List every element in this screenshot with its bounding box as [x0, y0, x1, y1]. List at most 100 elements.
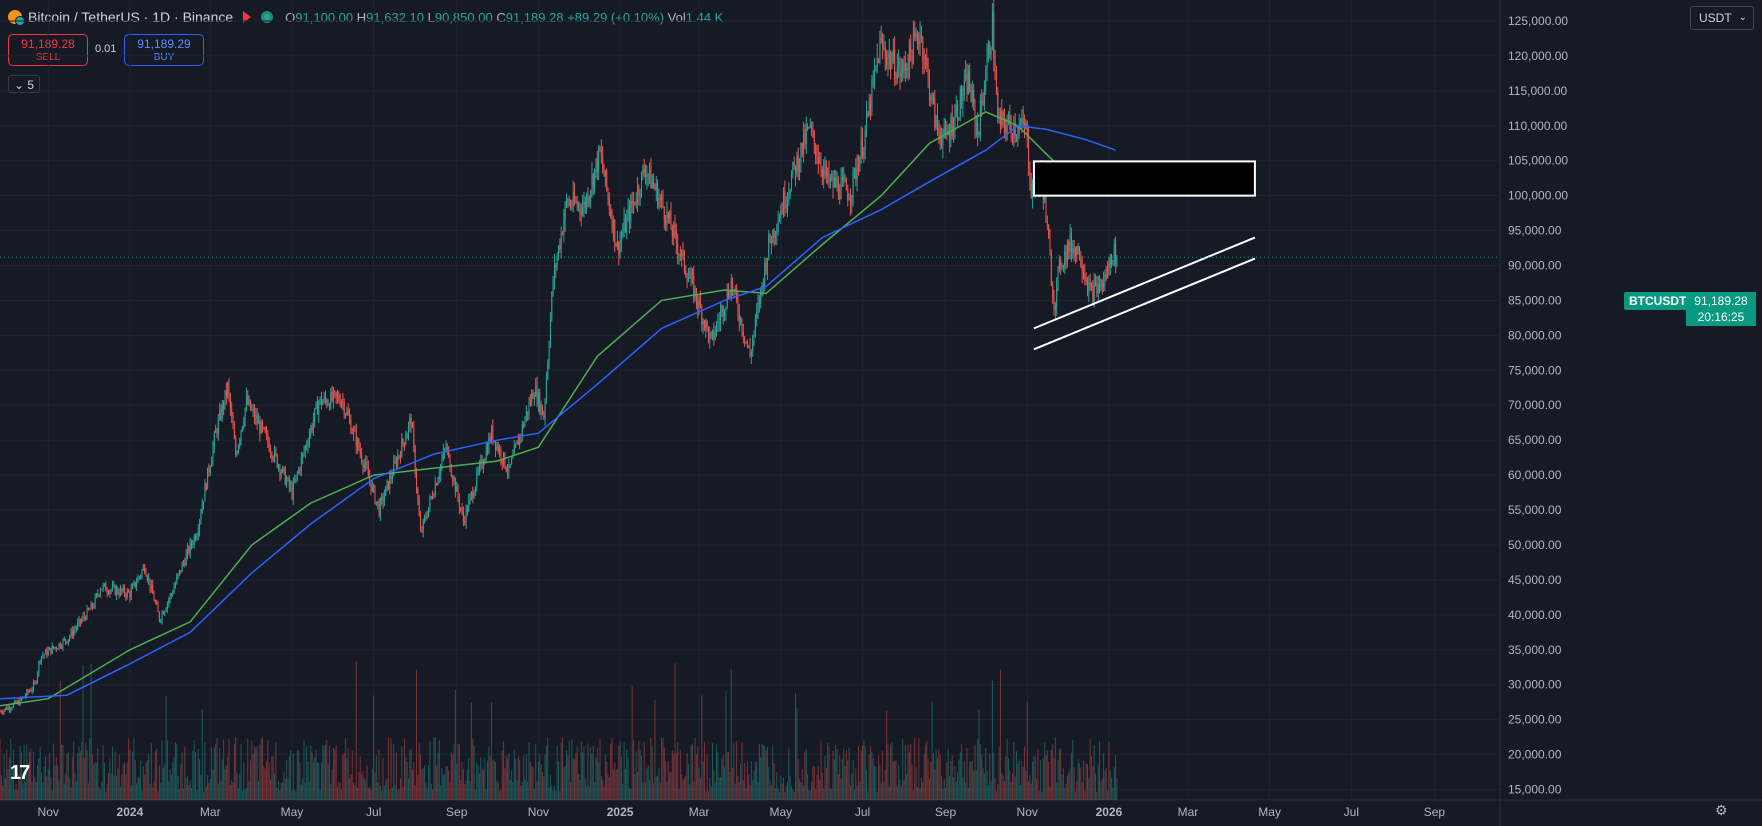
- candle-body: [587, 194, 589, 204]
- candle-body: [283, 467, 285, 469]
- candle-body: [402, 439, 404, 443]
- volume-bar: [776, 772, 778, 800]
- indicators-toggle[interactable]: ⌄ 5: [8, 75, 40, 93]
- volume-bar: [3, 753, 5, 800]
- volume-bar: [543, 776, 545, 800]
- volume-bar: [1069, 768, 1071, 800]
- volume-bar: [604, 755, 606, 800]
- candle-body: [177, 573, 179, 577]
- candle-body: [887, 57, 889, 65]
- candle-body: [987, 43, 989, 58]
- candle-body: [436, 483, 438, 486]
- volume-bar: [728, 751, 730, 800]
- flag-icon[interactable]: [243, 11, 252, 23]
- candle-body: [476, 471, 478, 488]
- x-tick-label: May: [769, 805, 792, 819]
- volume-bar: [942, 788, 944, 800]
- tradingview-logo[interactable]: 17: [10, 762, 30, 784]
- candle-body: [517, 440, 519, 446]
- candle-body: [1029, 168, 1031, 185]
- candle-body: [874, 68, 876, 79]
- candle-body: [453, 478, 455, 482]
- volume-bar: [243, 762, 245, 800]
- volume-bar: [452, 754, 454, 800]
- candle-body: [981, 100, 983, 104]
- volume-bar: [954, 766, 956, 800]
- candle-body: [409, 417, 411, 424]
- gear-icon[interactable]: ⚙: [1715, 802, 1728, 818]
- buy-button[interactable]: 91,189.29 BUY: [124, 34, 204, 66]
- volume-bar: [788, 747, 790, 800]
- volume-bar: [457, 743, 459, 800]
- volume-bar: [725, 691, 727, 800]
- candle-body: [101, 589, 103, 591]
- volume-bar: [837, 774, 839, 800]
- volume-bar: [761, 744, 763, 800]
- candle-body: [120, 588, 122, 595]
- volume-bar: [508, 753, 510, 800]
- volume-bar: [102, 745, 104, 800]
- volume-bar: [811, 781, 813, 800]
- candle-body: [516, 440, 518, 445]
- volume-bar: [922, 781, 924, 800]
- volume-bar: [1036, 778, 1038, 800]
- volume-bar: [124, 762, 126, 800]
- volume-bar: [607, 774, 609, 800]
- volume-bar: [437, 752, 439, 800]
- volume-bar: [835, 744, 837, 800]
- candle-body: [713, 330, 715, 339]
- candle-body: [362, 462, 364, 468]
- candle-body: [1016, 134, 1018, 137]
- currency-select[interactable]: USDT ⌄: [1690, 6, 1754, 30]
- candle-body: [959, 88, 961, 119]
- volume-bar: [339, 782, 341, 800]
- candle-body: [130, 588, 132, 598]
- candle-body: [764, 263, 766, 287]
- volume-bar: [891, 742, 893, 800]
- volume-bar: [19, 745, 21, 800]
- candle-body: [1050, 254, 1052, 285]
- volume-bar: [58, 779, 60, 800]
- candle-body: [47, 650, 49, 656]
- candle-body: [59, 643, 61, 648]
- volume-bar: [758, 743, 760, 800]
- candle-body: [374, 486, 376, 504]
- volume-bar: [777, 788, 779, 800]
- candle-body: [369, 476, 371, 482]
- volume-bar: [464, 784, 466, 800]
- volume-bar: [413, 761, 415, 800]
- candle-body: [823, 169, 825, 177]
- volume-bar: [903, 780, 905, 800]
- candle-body: [330, 391, 332, 409]
- volume-bar: [480, 756, 482, 800]
- volume-bar: [1093, 745, 1095, 800]
- candle-body: [574, 192, 576, 203]
- volume-bar: [904, 744, 906, 800]
- volume-bar: [383, 785, 385, 800]
- candle-body: [805, 128, 807, 145]
- volume-bar: [782, 777, 784, 800]
- volume-bar: [734, 783, 736, 800]
- candle-body: [761, 283, 763, 287]
- volume-bar: [212, 769, 214, 800]
- buy-price: 91,189.29: [137, 37, 191, 51]
- candle-body: [491, 426, 493, 442]
- volume-bar: [138, 778, 140, 800]
- candle-body: [690, 273, 692, 279]
- candle-body: [817, 157, 819, 164]
- candle-body: [1082, 272, 1084, 274]
- candle-body: [134, 582, 136, 587]
- y-tick-label: 70,000.00: [1508, 398, 1562, 412]
- candle-body: [524, 418, 526, 427]
- candle-body: [985, 78, 987, 90]
- candle-body: [840, 179, 842, 200]
- candle-body: [785, 204, 787, 209]
- candle-body: [65, 639, 67, 642]
- volume-bar: [958, 759, 960, 800]
- candle-body: [856, 166, 858, 180]
- candle-body: [911, 51, 913, 64]
- candle-body: [391, 475, 393, 479]
- candle-body: [102, 584, 104, 590]
- candle-body: [418, 499, 420, 516]
